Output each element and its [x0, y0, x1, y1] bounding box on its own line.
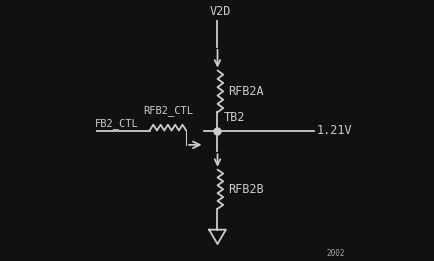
- Text: RFB2_CTL: RFB2_CTL: [143, 105, 192, 116]
- Text: 2002: 2002: [326, 250, 345, 258]
- Text: RFB2A: RFB2A: [227, 85, 263, 98]
- Text: V2D: V2D: [209, 5, 230, 18]
- Text: FB2_CTL: FB2_CTL: [95, 118, 138, 129]
- Text: RFB2B: RFB2B: [227, 183, 263, 196]
- Text: TB2: TB2: [224, 111, 245, 124]
- Text: 1.21V: 1.21V: [316, 124, 352, 137]
